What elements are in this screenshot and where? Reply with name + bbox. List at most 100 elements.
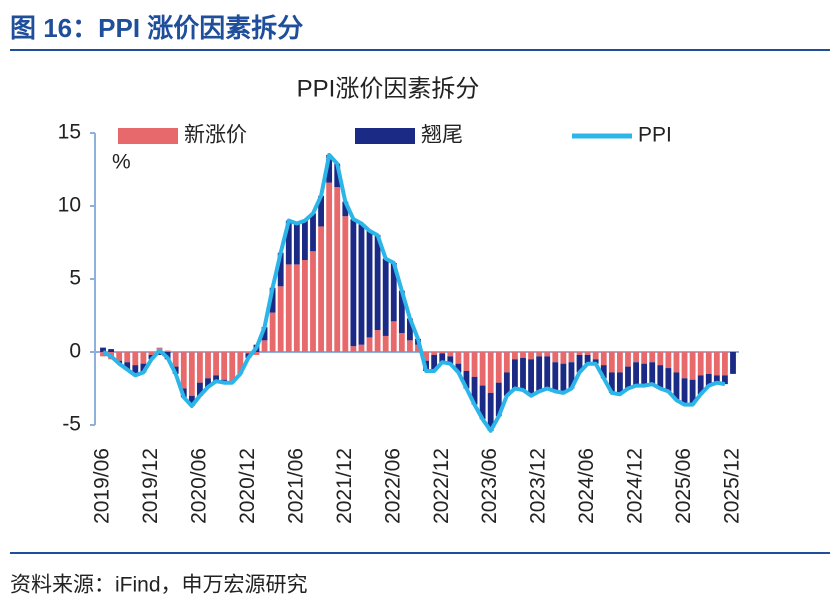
bar — [552, 352, 559, 363]
bar — [326, 154, 333, 183]
bar — [592, 352, 599, 360]
bar — [625, 352, 631, 367]
bar — [132, 352, 139, 366]
chart-title: PPI涨价因素拆分 — [297, 75, 480, 102]
bar — [503, 372, 510, 396]
bar — [197, 352, 203, 383]
bar — [213, 352, 219, 376]
legend-swatch — [118, 128, 178, 144]
bar — [108, 349, 114, 352]
bar — [617, 372, 623, 395]
bar — [641, 352, 648, 364]
bar — [722, 375, 728, 385]
bar — [285, 264, 292, 352]
bar — [334, 163, 341, 188]
bar — [455, 352, 462, 364]
y-tick-label: 0 — [69, 340, 81, 363]
bar — [665, 368, 672, 392]
bar — [148, 352, 155, 355]
bar — [681, 352, 688, 379]
bar — [140, 352, 147, 364]
bar — [366, 230, 373, 338]
bar — [310, 251, 316, 352]
legend-label: 翘尾 — [421, 124, 463, 147]
bar — [584, 352, 591, 355]
bar — [617, 352, 623, 373]
bar — [431, 352, 438, 355]
bar — [447, 352, 454, 357]
bar — [479, 352, 486, 386]
bar — [471, 352, 478, 377]
header: 图 16：PPI 涨价因素拆分 — [10, 13, 303, 43]
bar — [641, 363, 648, 386]
bar — [366, 337, 373, 352]
bar — [689, 379, 696, 405]
bar — [132, 365, 139, 376]
bar — [293, 264, 300, 352]
bar — [188, 352, 195, 396]
bar — [520, 352, 526, 358]
bar — [164, 350, 171, 352]
bar — [100, 347, 106, 352]
bar — [576, 352, 583, 355]
bar — [374, 330, 381, 352]
bar — [350, 346, 357, 352]
bar — [608, 352, 615, 373]
x-tick-label: 2023/12 — [527, 448, 550, 524]
y-tick-label: 5 — [69, 267, 81, 290]
bar — [398, 333, 405, 352]
bar — [140, 363, 147, 373]
bar — [358, 223, 365, 345]
bar — [649, 352, 656, 363]
bar — [180, 352, 187, 389]
bar — [681, 378, 688, 405]
bar — [544, 356, 551, 389]
bar — [326, 182, 333, 352]
bar — [277, 252, 284, 287]
bar — [592, 359, 599, 364]
bar — [205, 352, 211, 379]
bar — [261, 327, 268, 341]
bar — [697, 352, 704, 376]
bar — [633, 352, 639, 363]
bar — [334, 187, 341, 352]
bar — [713, 375, 720, 383]
bar — [705, 352, 712, 374]
bar — [415, 344, 421, 352]
bar — [568, 352, 575, 363]
bar — [552, 362, 559, 392]
bar — [439, 353, 446, 363]
bar — [269, 287, 276, 313]
bar — [568, 362, 575, 389]
bar — [293, 223, 300, 265]
x-tick-label: 2024/12 — [624, 448, 647, 524]
bar — [310, 213, 316, 252]
bar — [172, 352, 179, 367]
bar — [205, 378, 211, 388]
bar — [536, 356, 543, 392]
bar — [398, 290, 405, 334]
bar — [487, 392, 494, 431]
legend-swatch — [355, 128, 415, 144]
bar — [124, 362, 131, 370]
bar — [512, 359, 518, 389]
bar — [229, 352, 236, 382]
bar — [213, 375, 219, 382]
bar — [390, 262, 397, 322]
bar — [657, 365, 664, 389]
bar — [528, 352, 534, 360]
bar — [479, 385, 486, 420]
bar — [689, 352, 696, 380]
bar — [277, 286, 284, 352]
bar — [722, 352, 728, 376]
bar — [536, 352, 543, 357]
y-tick-label: 15 — [58, 121, 81, 144]
bar — [318, 226, 324, 352]
bar — [608, 372, 615, 393]
x-tick-label: 2020/06 — [187, 448, 210, 524]
x-tick-label: 2021/06 — [284, 448, 307, 524]
x-tick-label: 2023/06 — [478, 448, 501, 524]
bar — [197, 382, 203, 396]
x-tick-label: 2022/12 — [430, 448, 453, 524]
